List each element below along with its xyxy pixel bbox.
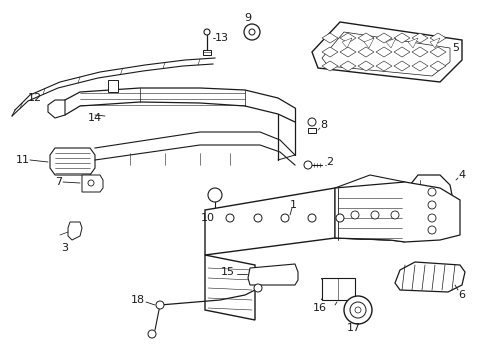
Text: 5: 5 bbox=[451, 43, 458, 53]
Circle shape bbox=[390, 211, 398, 219]
Polygon shape bbox=[363, 38, 373, 48]
Text: 4: 4 bbox=[457, 170, 464, 180]
Text: 9: 9 bbox=[244, 13, 251, 23]
Polygon shape bbox=[357, 33, 373, 43]
Polygon shape bbox=[307, 128, 315, 133]
Polygon shape bbox=[334, 175, 404, 242]
Polygon shape bbox=[375, 47, 391, 57]
Text: 12: 12 bbox=[28, 93, 42, 103]
Polygon shape bbox=[48, 100, 65, 118]
Text: 14: 14 bbox=[88, 113, 102, 123]
Polygon shape bbox=[247, 264, 297, 285]
Polygon shape bbox=[321, 278, 354, 300]
Circle shape bbox=[304, 161, 311, 169]
Polygon shape bbox=[50, 148, 95, 175]
Polygon shape bbox=[321, 47, 337, 57]
Circle shape bbox=[370, 211, 378, 219]
Polygon shape bbox=[385, 38, 395, 48]
Polygon shape bbox=[339, 47, 355, 57]
Polygon shape bbox=[339, 33, 355, 43]
Polygon shape bbox=[321, 61, 337, 71]
Polygon shape bbox=[429, 61, 445, 71]
Polygon shape bbox=[321, 32, 449, 76]
Polygon shape bbox=[393, 61, 409, 71]
Circle shape bbox=[427, 201, 435, 209]
Text: 11: 11 bbox=[16, 155, 30, 165]
Circle shape bbox=[335, 214, 343, 222]
Polygon shape bbox=[203, 50, 210, 55]
Circle shape bbox=[281, 214, 288, 222]
Circle shape bbox=[244, 24, 260, 40]
Circle shape bbox=[156, 301, 163, 309]
Polygon shape bbox=[429, 38, 439, 48]
Text: 16: 16 bbox=[312, 303, 326, 313]
Circle shape bbox=[248, 29, 254, 35]
Circle shape bbox=[203, 29, 209, 35]
Polygon shape bbox=[394, 262, 464, 292]
Polygon shape bbox=[339, 61, 355, 71]
Circle shape bbox=[427, 188, 435, 196]
Polygon shape bbox=[357, 61, 373, 71]
Polygon shape bbox=[341, 38, 351, 48]
Circle shape bbox=[207, 188, 222, 202]
Polygon shape bbox=[68, 222, 82, 240]
Text: 6: 6 bbox=[457, 290, 464, 300]
Circle shape bbox=[427, 226, 435, 234]
Polygon shape bbox=[375, 33, 391, 43]
Polygon shape bbox=[404, 175, 454, 238]
Polygon shape bbox=[429, 47, 445, 57]
Text: 2: 2 bbox=[325, 157, 332, 167]
Polygon shape bbox=[334, 182, 459, 242]
Polygon shape bbox=[321, 33, 337, 43]
Text: 3: 3 bbox=[61, 243, 68, 253]
Text: 10: 10 bbox=[201, 213, 215, 223]
Text: 13: 13 bbox=[215, 33, 228, 43]
Text: 7: 7 bbox=[55, 177, 62, 187]
Text: 1: 1 bbox=[289, 200, 296, 210]
Polygon shape bbox=[393, 47, 409, 57]
Circle shape bbox=[88, 180, 94, 186]
Circle shape bbox=[148, 330, 156, 338]
Circle shape bbox=[253, 214, 262, 222]
Circle shape bbox=[253, 284, 262, 292]
Circle shape bbox=[307, 118, 315, 126]
Text: 17: 17 bbox=[346, 323, 360, 333]
Circle shape bbox=[343, 296, 371, 324]
Circle shape bbox=[350, 211, 358, 219]
Text: 18: 18 bbox=[131, 295, 145, 305]
Polygon shape bbox=[204, 255, 254, 320]
Polygon shape bbox=[204, 188, 389, 255]
Polygon shape bbox=[108, 80, 118, 92]
Circle shape bbox=[354, 307, 360, 313]
Polygon shape bbox=[393, 33, 409, 43]
Polygon shape bbox=[411, 47, 427, 57]
Polygon shape bbox=[411, 61, 427, 71]
Polygon shape bbox=[311, 22, 461, 82]
Text: 15: 15 bbox=[221, 267, 235, 277]
Polygon shape bbox=[82, 175, 103, 192]
Circle shape bbox=[427, 214, 435, 222]
Polygon shape bbox=[411, 33, 427, 43]
Polygon shape bbox=[407, 38, 417, 48]
Circle shape bbox=[225, 214, 234, 222]
Polygon shape bbox=[429, 33, 445, 43]
Polygon shape bbox=[357, 47, 373, 57]
Text: 8: 8 bbox=[319, 120, 326, 130]
Polygon shape bbox=[375, 61, 391, 71]
Circle shape bbox=[307, 214, 315, 222]
Circle shape bbox=[349, 302, 365, 318]
